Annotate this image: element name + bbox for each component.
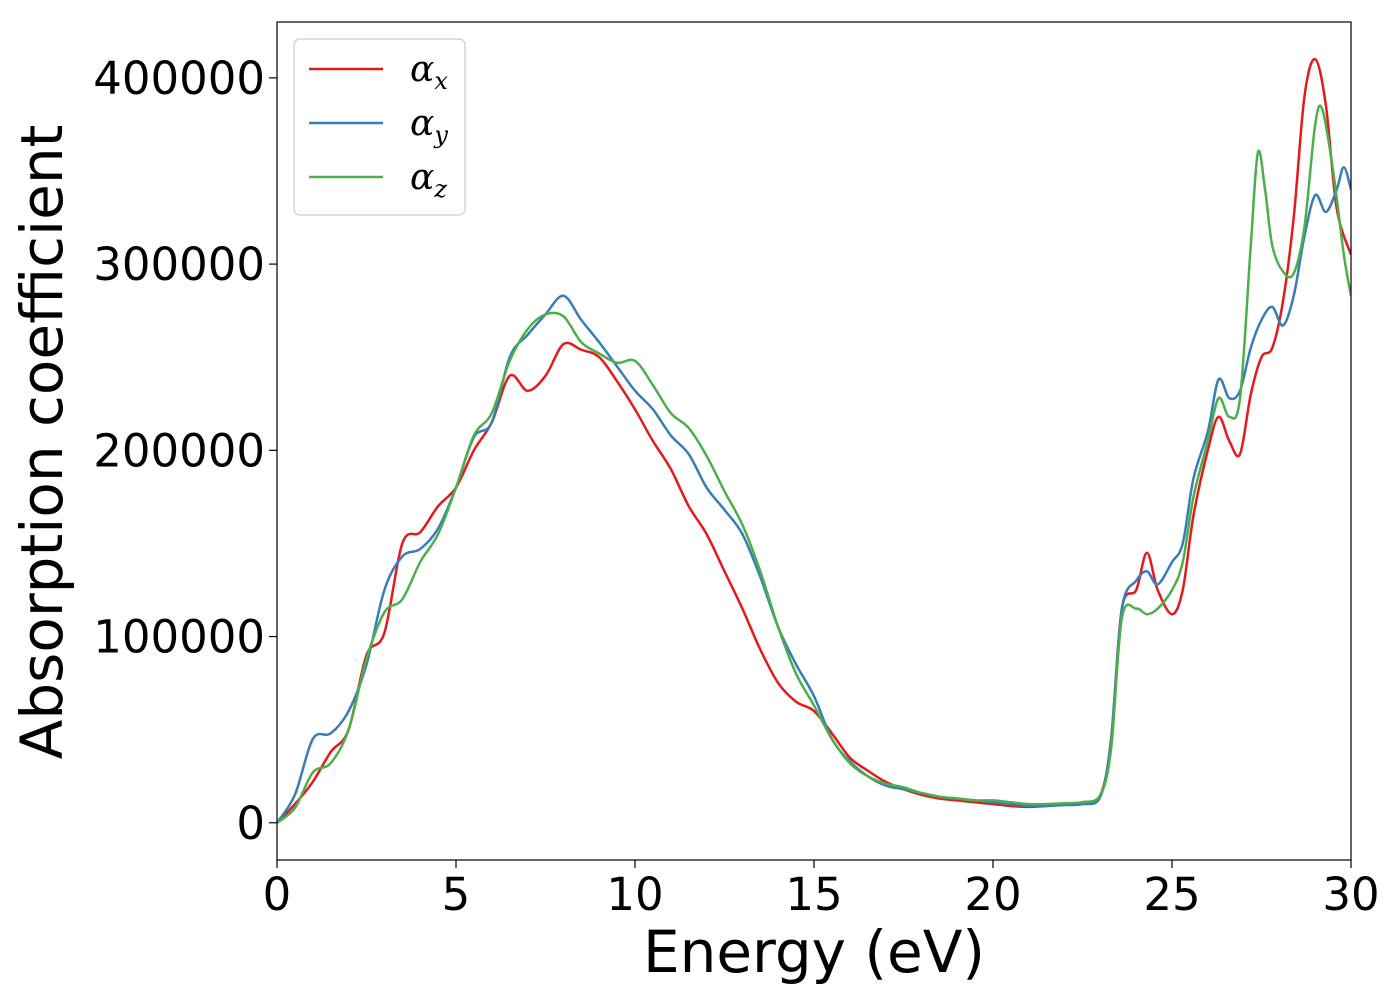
- x-axis-label: Energy (eV): [643, 918, 985, 986]
- legend-label-z: αz: [410, 157, 447, 203]
- x-tick-label: 15: [785, 868, 842, 921]
- y-axis-label: Absorption coefficient: [8, 125, 76, 760]
- series-layer: [277, 57, 1351, 824]
- x-tick-label: 0: [263, 868, 292, 921]
- y-tick-label: 100000: [93, 611, 265, 664]
- x-tick-label: 25: [1143, 868, 1200, 921]
- y-axis-ticks: 0 100000 200000 300000 400000: [93, 52, 277, 850]
- legend-box: [293, 38, 466, 216]
- legend-subscript: x: [434, 67, 448, 95]
- legend-symbol: α: [410, 49, 434, 90]
- x-tick-label: 10: [606, 868, 663, 921]
- x-axis-ticks: 0 5 10 15 20 25 30: [263, 860, 1380, 921]
- y-tick-label: 200000: [93, 424, 265, 477]
- series-line-y: [277, 166, 1351, 824]
- legend-symbol: α: [410, 157, 434, 198]
- legend-subscript: z: [433, 175, 447, 203]
- legend-label-x: αx: [410, 49, 448, 95]
- y-tick-label: 400000: [93, 52, 265, 105]
- x-tick-label: 30: [1322, 868, 1379, 921]
- x-tick-label: 5: [442, 868, 471, 921]
- y-tick-label: 300000: [93, 238, 265, 291]
- legend-subscript: y: [433, 121, 448, 149]
- series-line-z: [277, 104, 1351, 824]
- y-tick-label: 0: [236, 797, 265, 850]
- x-tick-label: 20: [964, 868, 1021, 921]
- legend-symbol: α: [410, 103, 434, 144]
- legend-label-y: αy: [410, 103, 448, 149]
